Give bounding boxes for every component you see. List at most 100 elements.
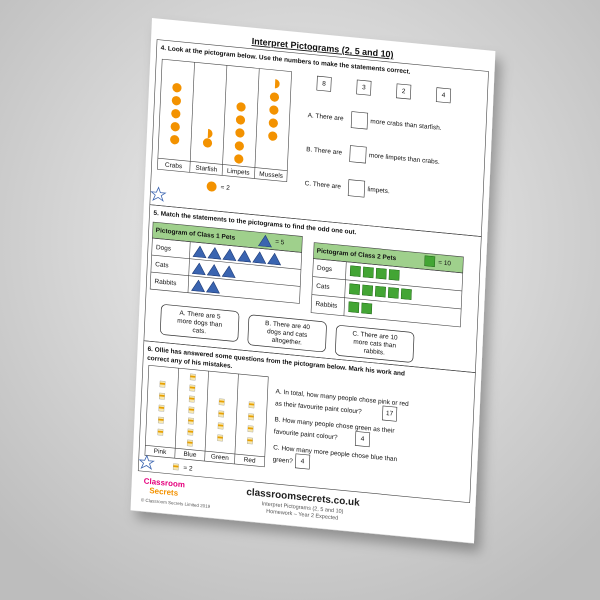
icon bbox=[249, 402, 254, 409]
pictogram-table-2 bbox=[310, 242, 464, 328]
icon bbox=[425, 256, 435, 267]
icon bbox=[189, 407, 194, 414]
statement-line: cats. bbox=[192, 327, 206, 335]
number-box bbox=[316, 75, 332, 92]
icon bbox=[389, 269, 399, 280]
icon bbox=[247, 438, 252, 445]
icon bbox=[159, 405, 164, 412]
shape bbox=[207, 128, 213, 139]
shape bbox=[221, 65, 228, 176]
number-box bbox=[356, 79, 372, 96]
answer-box[interactable] bbox=[350, 111, 369, 130]
q6-section bbox=[137, 340, 476, 504]
icon bbox=[350, 266, 360, 277]
answer-box[interactable] bbox=[349, 145, 367, 164]
q4-label: Starfish bbox=[195, 165, 218, 174]
shape bbox=[151, 254, 301, 270]
q6-label: Blue bbox=[183, 451, 197, 459]
icon bbox=[362, 285, 372, 296]
star-icon bbox=[138, 454, 155, 471]
number-box bbox=[396, 83, 412, 100]
statement-line: dogs and cats bbox=[267, 328, 308, 339]
shape bbox=[312, 276, 462, 292]
statement-box[interactable] bbox=[160, 304, 240, 342]
icon bbox=[361, 303, 371, 314]
row-label: Cats bbox=[155, 261, 169, 269]
key-icon bbox=[173, 464, 178, 471]
number: 8 bbox=[322, 80, 326, 87]
icon bbox=[189, 396, 194, 403]
icon bbox=[218, 411, 223, 418]
icon bbox=[187, 440, 192, 447]
icon bbox=[375, 286, 385, 297]
row-label: Cats bbox=[316, 283, 330, 291]
shape bbox=[204, 371, 209, 462]
statement-line: rabbits. bbox=[364, 348, 386, 357]
icon bbox=[388, 287, 398, 298]
row-label: Rabbits bbox=[315, 301, 338, 310]
row-label: Dogs bbox=[156, 244, 172, 253]
statement: A. There are bbox=[308, 112, 345, 122]
icon bbox=[190, 385, 195, 392]
shape bbox=[145, 445, 265, 458]
q4-label: Limpets bbox=[227, 168, 251, 177]
answer-box[interactable] bbox=[354, 431, 371, 448]
answer: 4 bbox=[301, 458, 305, 465]
shape bbox=[149, 237, 303, 304]
icon bbox=[401, 289, 411, 300]
q6-key: = 2 bbox=[183, 465, 193, 473]
number-box bbox=[435, 87, 452, 104]
icon bbox=[158, 417, 163, 424]
icon bbox=[218, 423, 223, 430]
icon bbox=[363, 267, 373, 278]
answer: 4 bbox=[361, 436, 365, 443]
q4-pictogram bbox=[157, 58, 292, 183]
icon bbox=[159, 393, 164, 400]
icon bbox=[248, 426, 253, 433]
icon bbox=[190, 374, 195, 381]
q4-key: = 2 bbox=[220, 184, 230, 192]
statement-line: altogether. bbox=[272, 337, 303, 347]
shape bbox=[189, 62, 195, 173]
statement: C. There are bbox=[305, 180, 342, 191]
brand: Secrets bbox=[149, 486, 179, 498]
q6-label: Red bbox=[244, 457, 257, 465]
brand: Classroom bbox=[144, 476, 186, 489]
icon bbox=[349, 302, 359, 313]
number: 4 bbox=[442, 92, 446, 99]
table-key: = 5 bbox=[275, 239, 285, 247]
shape bbox=[187, 241, 191, 293]
shape bbox=[150, 271, 301, 287]
statement: limpets. bbox=[367, 186, 390, 195]
icon bbox=[160, 381, 165, 388]
statement: B. There are bbox=[306, 146, 343, 156]
shape bbox=[311, 294, 462, 310]
number: 2 bbox=[402, 88, 406, 95]
statement-line: C. There are 10 bbox=[352, 330, 398, 341]
answer-box[interactable] bbox=[347, 179, 366, 198]
question-line: green? bbox=[272, 456, 293, 465]
q6-label: Pink bbox=[154, 448, 168, 456]
shape bbox=[157, 157, 288, 171]
statement-box[interactable] bbox=[247, 314, 327, 353]
statement-box[interactable] bbox=[335, 325, 415, 363]
statement-line: A. There are 5 bbox=[179, 310, 221, 321]
row-label: Rabbits bbox=[154, 278, 177, 287]
q6-pictogram bbox=[144, 364, 269, 468]
shape bbox=[310, 258, 464, 328]
q6-label: Green bbox=[211, 453, 230, 462]
statement-line: B. There are 40 bbox=[265, 320, 310, 331]
answer-box[interactable] bbox=[294, 453, 311, 470]
worksheet: Interpret Pictograms (2, 5 and 10) 4. Lo… bbox=[130, 18, 496, 544]
number: 3 bbox=[362, 84, 366, 91]
icon bbox=[349, 284, 359, 295]
answer-box[interactable] bbox=[382, 405, 398, 422]
shape bbox=[174, 368, 179, 459]
answer: 17 bbox=[386, 410, 394, 418]
icon bbox=[188, 429, 193, 436]
icon bbox=[219, 399, 224, 406]
row-label: Dogs bbox=[317, 265, 333, 274]
table-key: = 10 bbox=[438, 259, 451, 267]
